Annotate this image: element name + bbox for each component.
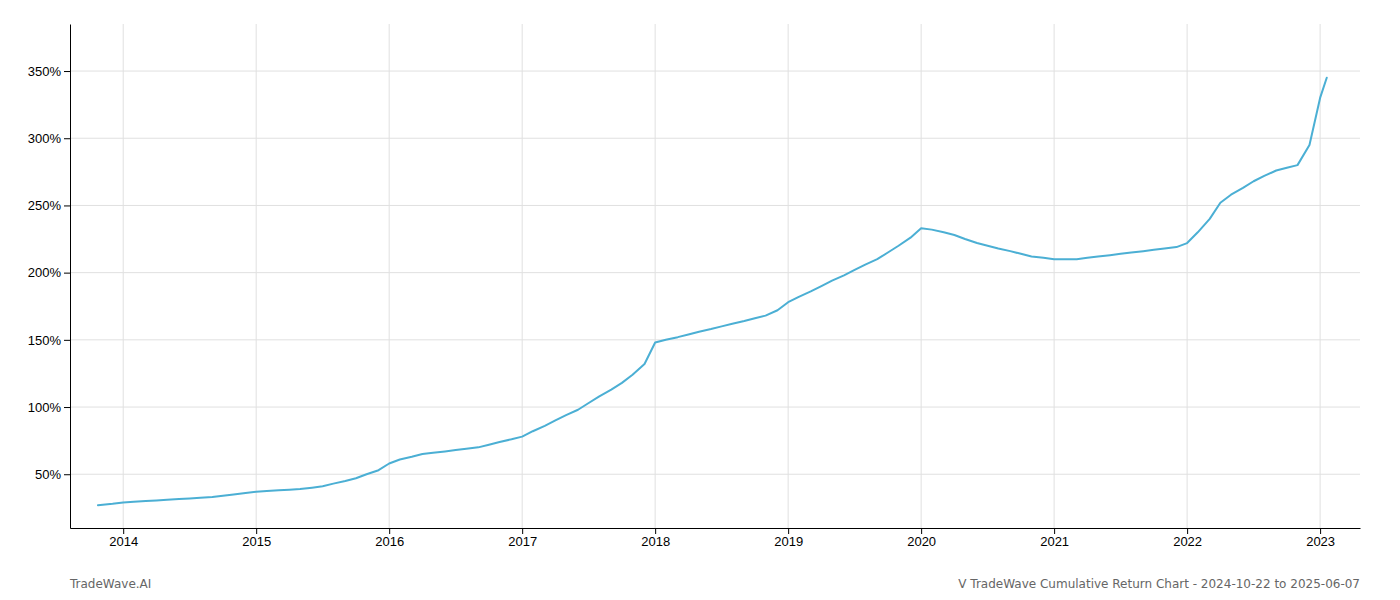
y-tick-label: 200% — [28, 265, 62, 280]
x-tick: 2020 — [907, 528, 936, 549]
y-tick: 150% — [28, 333, 70, 348]
x-tick: 2016 — [375, 528, 404, 549]
plot: 2014 2015 2016 2017 2018 2019 2020 2021 2022 2023… — [28, 24, 1361, 549]
grid-line-y — [70, 205, 1360, 206]
grid-line-y — [70, 71, 1360, 72]
grid-line-x — [1187, 24, 1188, 528]
footer-right: V TradeWave Cumulative Return Chart - 20… — [958, 577, 1360, 591]
y-tick-label: 100% — [28, 400, 62, 415]
x-tick: 2019 — [774, 528, 803, 549]
grid-line-x — [123, 24, 124, 528]
x-tick-mark — [921, 528, 922, 534]
y-tick: 300% — [28, 131, 70, 146]
y-tick-label: 250% — [28, 198, 62, 213]
grid-line-x — [655, 24, 656, 528]
x-tick: 2017 — [508, 528, 537, 549]
y-tick: 50% — [35, 467, 70, 482]
grid-line-y — [70, 339, 1360, 340]
y-tick-mark — [64, 474, 70, 475]
y-tick-label: 50% — [35, 467, 61, 482]
y-axis-line — [70, 25, 71, 529]
y-tick-mark — [64, 340, 70, 341]
x-axis: 2014 2015 2016 2017 2018 2019 2020 2021 2022 2023 — [71, 528, 1361, 549]
y-tick: 350% — [28, 64, 70, 79]
x-tick: 2023 — [1306, 528, 1335, 549]
footer-left: TradeWave.AI — [69, 577, 151, 591]
x-tick-label: 2020 — [907, 534, 936, 549]
y-tick-mark — [64, 138, 70, 139]
chart: 2014 2015 2016 2017 2018 2019 2020 2021 2022 2023… — [0, 0, 1400, 600]
x-tick-label: 2022 — [1173, 534, 1202, 549]
grid-line-y — [70, 138, 1360, 139]
y-tick-label: 300% — [28, 131, 62, 146]
x-tick-label: 2019 — [774, 534, 803, 549]
x-tick-label: 2016 — [375, 534, 404, 549]
x-tick-mark — [655, 528, 656, 534]
x-tick-mark — [1054, 528, 1055, 534]
y-tick-mark — [64, 273, 70, 274]
x-tick-label: 2014 — [109, 534, 138, 549]
x-axis-line — [71, 528, 1361, 529]
y-tick-mark — [64, 205, 70, 206]
x-tick-label: 2018 — [641, 534, 670, 549]
x-tick-mark — [1187, 528, 1188, 534]
y-axis: 50% 100% 150% 200% 250% 300% 350% — [28, 25, 71, 529]
y-tick-mark — [64, 407, 70, 408]
x-tick-mark — [1320, 528, 1321, 534]
grid-line-x — [1054, 24, 1055, 528]
x-tick-mark — [788, 528, 789, 534]
x-tick: 2018 — [641, 528, 670, 549]
grid-line-x — [256, 24, 257, 528]
x-tick: 2014 — [109, 528, 138, 549]
grid-line-x — [522, 24, 523, 528]
y-tick-label: 350% — [28, 64, 62, 79]
x-tick: 2015 — [242, 528, 271, 549]
grid-line-x — [921, 24, 922, 528]
x-tick: 2022 — [1173, 528, 1202, 549]
y-tick: 100% — [28, 400, 70, 415]
marks — [98, 78, 1327, 505]
x-tick-label: 2015 — [242, 534, 271, 549]
y-tick-label: 150% — [28, 333, 62, 348]
x-tick-label: 2021 — [1040, 534, 1069, 549]
x-tick-mark — [522, 528, 523, 534]
x-tick-mark — [389, 528, 390, 534]
grid-line-y — [70, 407, 1360, 408]
x-tick-label: 2023 — [1306, 534, 1335, 549]
grid-line-y — [70, 272, 1360, 273]
grid-line-x — [389, 24, 390, 528]
grid — [70, 24, 1360, 528]
line — [98, 78, 1327, 505]
grid-line-x — [788, 24, 789, 528]
y-tick-mark — [64, 71, 70, 72]
x-tick-mark — [123, 528, 124, 534]
y-tick: 200% — [28, 265, 70, 280]
x-tick-mark — [256, 528, 257, 534]
x-tick: 2021 — [1040, 528, 1069, 549]
x-tick-label: 2017 — [508, 534, 537, 549]
y-tick: 250% — [28, 198, 70, 213]
grid-line-y — [70, 474, 1360, 475]
